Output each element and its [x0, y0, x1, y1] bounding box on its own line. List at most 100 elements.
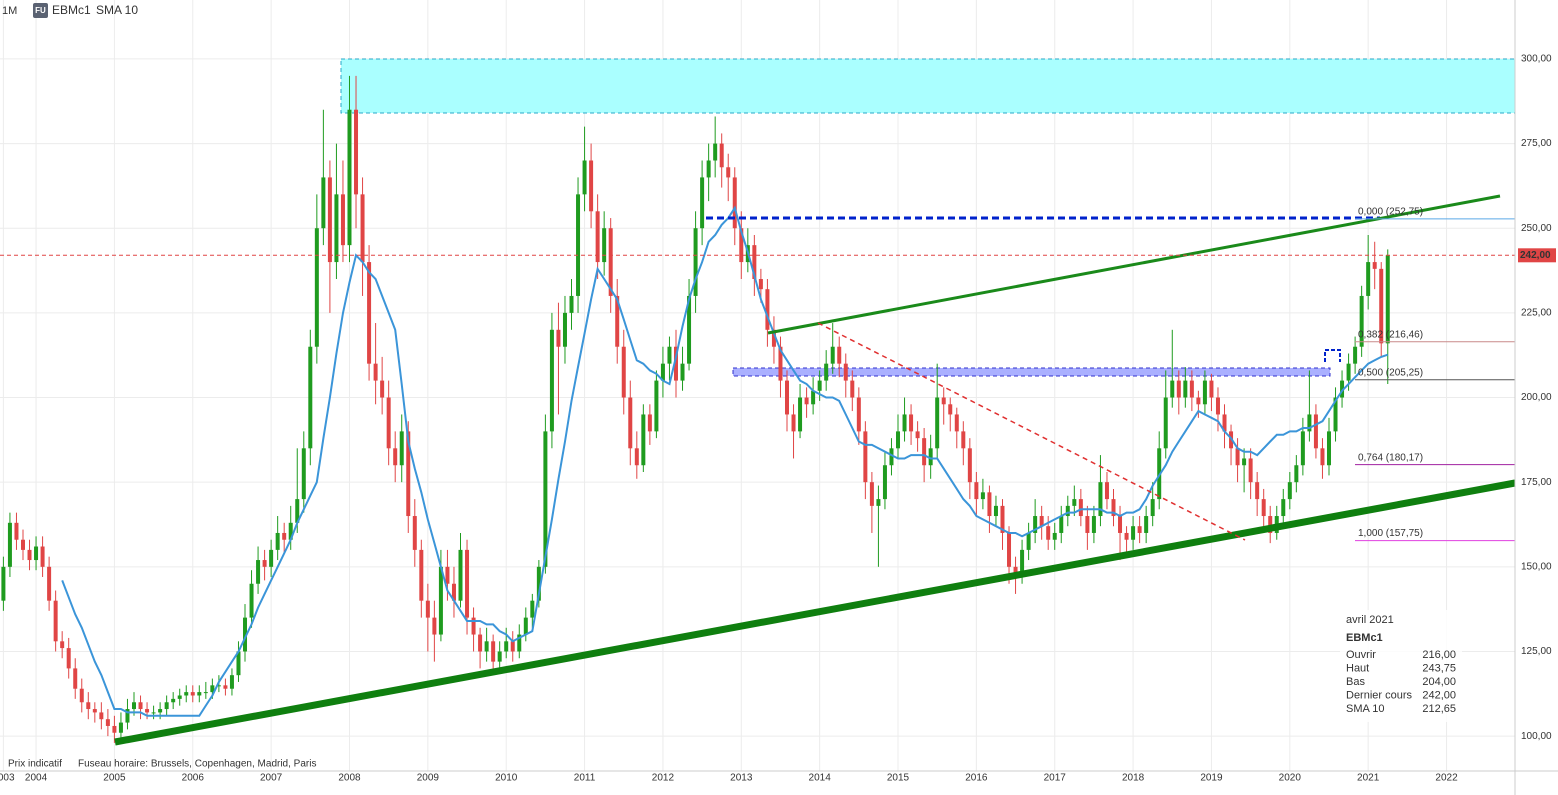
candle-body [236, 651, 241, 676]
tooltip-value: 242,00 [1422, 689, 1456, 701]
candle-body [406, 431, 411, 517]
candle-body [1046, 526, 1051, 540]
candle-body [497, 651, 502, 662]
candle-body [1281, 499, 1286, 517]
candle-body [693, 228, 698, 296]
candle-body [549, 329, 554, 432]
candle-body [634, 448, 639, 466]
tooltip: avril 2021 EBMc1 Ouvrir 216,00 Haut 243,75 B… [1340, 610, 1462, 722]
candle-body [1144, 516, 1149, 533]
candle-body [1268, 516, 1273, 533]
candle-body [1000, 505, 1005, 533]
candle-body [791, 414, 796, 432]
tooltip-value: 216,00 [1422, 649, 1456, 661]
candle-body [1261, 499, 1266, 517]
candle-body [1183, 380, 1188, 398]
candle-body [86, 702, 91, 710]
candle-body [863, 431, 868, 483]
candle-body [1366, 262, 1371, 296]
y-tick-label: 300,00 [1521, 54, 1552, 65]
candle-body [1124, 532, 1129, 540]
candle-body [151, 712, 156, 714]
candle-body [798, 397, 803, 432]
candle-body [785, 380, 789, 415]
candle-body [14, 522, 19, 540]
candle-body [928, 448, 933, 466]
candle-body [706, 160, 711, 178]
candle-body [869, 482, 874, 506]
candle-body [34, 546, 39, 561]
candle-body [615, 295, 620, 347]
candle-body [314, 228, 319, 347]
candle-body [504, 641, 509, 652]
y-tick-label: 150,00 [1521, 561, 1552, 572]
candle-body [112, 725, 117, 733]
candle-body [993, 505, 998, 517]
fib-label: 0,764 (180,17) [1358, 452, 1423, 463]
candle-body [889, 448, 894, 466]
candle-body [380, 380, 385, 398]
candle-body [837, 346, 842, 364]
candle-body [269, 549, 274, 567]
resistance-zone [340, 58, 1516, 114]
candle-body [99, 712, 104, 720]
x-tick-label: 2012 [652, 773, 675, 784]
candle-body [20, 539, 25, 550]
x-tick-label: 2019 [1200, 773, 1223, 784]
candle-body [1196, 397, 1201, 405]
tooltip-label: SMA 10 [1346, 703, 1385, 715]
tooltip-label: Haut [1346, 662, 1369, 674]
fib-label: 1,000 (157,75) [1358, 528, 1423, 539]
candle-body [1026, 532, 1031, 550]
candle-body [1202, 380, 1207, 405]
candle-body [1346, 363, 1351, 381]
indicator[interactable]: SMA 10 [96, 3, 138, 17]
candle-body [1300, 431, 1305, 466]
candle-body [60, 641, 65, 649]
x-tick-label: 2003 [0, 773, 15, 784]
support-box [732, 367, 1331, 377]
x-tick-label: 2011 [574, 773, 596, 784]
y-tick-label: 250,00 [1521, 223, 1552, 234]
candle-body [432, 617, 437, 635]
footer-note: Fuseau horaire: Brussels, Copenhagen, Ma… [78, 759, 316, 770]
candle-body [465, 549, 470, 618]
candle-body [197, 692, 202, 696]
candle-body [1111, 499, 1116, 517]
tooltip-label: Bas [1346, 676, 1365, 688]
marks [1, 75, 1390, 743]
candle-body [1078, 499, 1083, 517]
candle-body [1359, 295, 1364, 347]
y-tick-label: 125,00 [1521, 646, 1552, 657]
candle-body [536, 566, 541, 601]
candle-body [145, 709, 150, 713]
candle-body [158, 709, 163, 713]
x-tick-label: 2004 [25, 773, 48, 784]
candle-body [7, 522, 12, 567]
candle-body [922, 438, 927, 466]
candle-body [164, 702, 169, 710]
x-tick-label: 2022 [1435, 773, 1458, 784]
candle-body [732, 177, 737, 229]
candle-body [896, 431, 901, 449]
candle-body [243, 617, 248, 652]
candle-body [654, 380, 659, 432]
candle-body [288, 522, 293, 540]
fib-label: 0,500 (205,25) [1358, 367, 1423, 378]
candle-body [641, 414, 646, 466]
candle-body [602, 228, 607, 263]
x-tick-label: 2021 [1357, 773, 1380, 784]
candle-body [347, 109, 352, 246]
x-tick-label: 2020 [1279, 773, 1302, 784]
candle-body [1353, 346, 1358, 364]
x-tick-label: 2015 [887, 773, 910, 784]
candle-body [27, 549, 32, 561]
x-tick-label: 2005 [103, 773, 126, 784]
candle-body [673, 346, 678, 381]
trend-line [817, 322, 1246, 541]
candle-body [451, 583, 456, 601]
candle-body [66, 648, 71, 669]
candle-body [1163, 397, 1168, 449]
candle-body [608, 228, 613, 296]
